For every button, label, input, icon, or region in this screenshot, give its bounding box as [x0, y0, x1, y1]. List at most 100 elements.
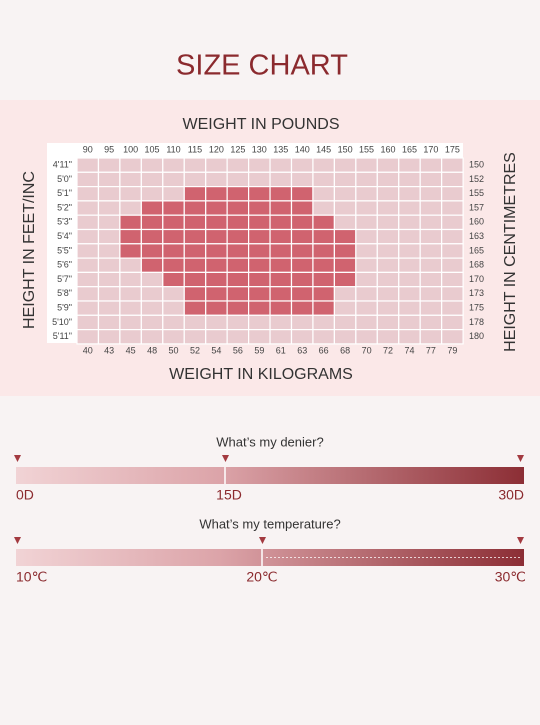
cell: [355, 314, 378, 331]
fit-cell: [226, 200, 250, 216]
fit-cell: [226, 214, 250, 231]
cell: [441, 271, 464, 288]
cell: [419, 286, 443, 302]
cell: [312, 157, 336, 173]
cell: [248, 329, 271, 345]
kg-label: 54: [211, 345, 221, 355]
fit-cell: [269, 257, 293, 274]
cell: [376, 300, 400, 316]
cell: [398, 286, 421, 302]
cell: [333, 171, 357, 188]
cell: [355, 329, 378, 345]
height-ft-label: 5'10": [52, 317, 72, 327]
cell: [76, 214, 100, 231]
cell: [355, 300, 378, 316]
fit-cell: [162, 271, 185, 288]
cell: [441, 257, 464, 274]
pound-label: 140: [295, 144, 310, 154]
fit-cell: [269, 186, 293, 202]
fit-cell: [205, 186, 228, 202]
fit-cell: [226, 271, 250, 288]
cell: [419, 243, 443, 259]
cell: [398, 314, 421, 331]
cell: [398, 157, 421, 173]
cell: [140, 157, 164, 173]
fit-cell: [226, 257, 250, 274]
cell: [119, 200, 142, 216]
cell: [97, 329, 121, 345]
fit-cell: [312, 228, 336, 245]
cell: [355, 271, 378, 288]
cell: [355, 200, 378, 216]
kg-label: 48: [147, 345, 157, 355]
fit-cell: [205, 257, 228, 274]
cell: [269, 314, 293, 331]
cell: [248, 314, 271, 331]
height-ft-label: 5'11": [53, 331, 72, 341]
cell: [333, 314, 357, 331]
cell: [441, 171, 464, 188]
cell: [248, 157, 271, 173]
cell: [97, 314, 121, 331]
cell: [76, 300, 100, 316]
cell: [398, 271, 421, 288]
fit-cell: [226, 186, 250, 202]
pound-label: 160: [381, 144, 396, 154]
cell: [140, 329, 164, 345]
height-cm-label: 157: [469, 202, 484, 212]
kg-label: 70: [362, 345, 372, 355]
cell: [376, 171, 400, 188]
cell: [333, 186, 357, 202]
pound-label: 150: [338, 144, 353, 154]
height-ft-label: 4'11": [53, 160, 72, 170]
fit-cell: [333, 243, 357, 259]
cell: [97, 243, 121, 259]
kg-label: 77: [426, 345, 436, 355]
height-ft-label: 5'1": [57, 188, 72, 198]
cell: [97, 200, 121, 216]
cell: [162, 286, 185, 302]
cell: [398, 228, 421, 245]
cell: [398, 300, 421, 316]
fit-cell: [333, 228, 357, 245]
denier-question: What’s my denier?: [216, 434, 323, 449]
cell: [419, 300, 443, 316]
fit-cell: [290, 300, 314, 316]
height-cm-label: 173: [469, 288, 484, 298]
kg-label: 74: [404, 345, 414, 355]
cell: [376, 228, 400, 245]
fit-cell: [333, 257, 357, 274]
fit-cell: [140, 257, 164, 274]
pound-label: 115: [188, 144, 202, 154]
kg-label: 40: [83, 345, 93, 355]
pound-label: 105: [145, 144, 160, 154]
fit-cell: [248, 228, 271, 245]
cell: [76, 171, 100, 188]
fit-cell: [269, 286, 293, 302]
cell: [226, 329, 250, 345]
cell: [333, 214, 357, 231]
height-cm-label: 175: [469, 303, 484, 313]
kg-label: 43: [104, 345, 114, 355]
fit-cell: [162, 200, 185, 216]
height-cm-label: 160: [469, 217, 484, 227]
fit-cell: [226, 300, 250, 316]
cell: [419, 257, 443, 274]
pound-label: 120: [209, 144, 224, 154]
cell: [376, 186, 400, 202]
cell: [119, 314, 142, 331]
kg-label: 45: [126, 345, 136, 355]
fit-cell: [119, 214, 142, 231]
cell: [140, 171, 164, 188]
cell: [97, 171, 121, 188]
cell: [441, 228, 464, 245]
denier-label: 30D: [498, 487, 524, 503]
height-cm-label: 150: [469, 160, 484, 170]
cell: [441, 200, 464, 216]
left-label: HEIGHT IN FEET/INC: [21, 171, 38, 329]
denier-label: 15D: [216, 487, 242, 503]
cell: [290, 329, 314, 345]
cell: [355, 214, 378, 231]
fit-cell: [162, 243, 185, 259]
